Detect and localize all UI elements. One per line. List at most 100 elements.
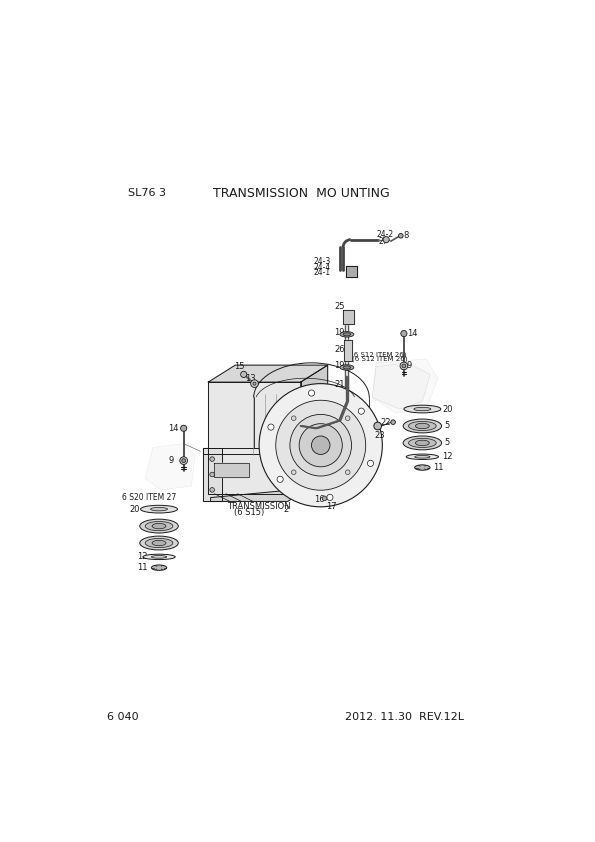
Polygon shape: [208, 365, 328, 382]
Text: 16: 16: [315, 495, 325, 504]
Ellipse shape: [415, 465, 430, 470]
Ellipse shape: [414, 408, 431, 411]
Text: 25: 25: [334, 302, 345, 312]
Text: 19: 19: [334, 361, 345, 370]
Ellipse shape: [151, 565, 167, 570]
Polygon shape: [145, 444, 195, 490]
Text: 11: 11: [137, 563, 148, 573]
Text: 24-1: 24-1: [313, 269, 330, 277]
Circle shape: [401, 331, 407, 337]
Ellipse shape: [343, 366, 350, 369]
Circle shape: [210, 456, 214, 461]
Circle shape: [327, 494, 333, 500]
Text: 13: 13: [245, 374, 256, 383]
Circle shape: [290, 414, 352, 476]
Circle shape: [374, 422, 381, 429]
Ellipse shape: [404, 405, 441, 413]
Text: 6 S20 ITEM 27: 6 S20 ITEM 27: [122, 493, 176, 502]
Ellipse shape: [403, 419, 441, 433]
Circle shape: [250, 380, 258, 387]
Circle shape: [253, 382, 256, 385]
Ellipse shape: [152, 541, 166, 546]
Text: 23: 23: [375, 431, 385, 440]
Circle shape: [346, 470, 350, 475]
Text: 5: 5: [142, 539, 148, 547]
Circle shape: [292, 470, 296, 475]
Circle shape: [268, 424, 274, 430]
Circle shape: [181, 425, 187, 431]
Circle shape: [368, 461, 374, 466]
Text: 9: 9: [168, 456, 174, 465]
Ellipse shape: [409, 421, 436, 430]
Text: 11: 11: [433, 463, 444, 472]
Text: 20: 20: [130, 504, 140, 514]
Text: 5: 5: [142, 521, 148, 530]
Polygon shape: [211, 489, 300, 502]
Text: 5: 5: [444, 439, 449, 447]
Text: 27: 27: [378, 237, 388, 247]
Circle shape: [358, 408, 364, 414]
Ellipse shape: [140, 505, 177, 513]
Ellipse shape: [140, 536, 178, 550]
Text: 2: 2: [284, 504, 289, 514]
Text: 14: 14: [168, 424, 178, 433]
Text: SL76 3: SL76 3: [129, 189, 166, 199]
Polygon shape: [343, 311, 354, 324]
Polygon shape: [372, 363, 430, 409]
Circle shape: [383, 237, 389, 242]
Text: 17: 17: [326, 503, 337, 511]
Polygon shape: [344, 339, 352, 361]
Ellipse shape: [145, 538, 173, 547]
Ellipse shape: [409, 439, 436, 448]
Text: (6 S12 ITEM 26): (6 S12 ITEM 26): [350, 352, 406, 359]
Text: 14: 14: [407, 329, 418, 338]
Circle shape: [402, 364, 406, 368]
Ellipse shape: [406, 454, 439, 460]
Circle shape: [308, 390, 315, 396]
Circle shape: [181, 459, 186, 462]
Ellipse shape: [145, 521, 173, 530]
Text: 2012. 11.30  REV.12L: 2012. 11.30 REV.12L: [345, 712, 464, 722]
Text: (6 S12 ITEM 26): (6 S12 ITEM 26): [352, 355, 407, 362]
Circle shape: [346, 416, 350, 420]
Ellipse shape: [151, 556, 167, 558]
Ellipse shape: [143, 554, 175, 560]
Text: 21: 21: [334, 380, 345, 389]
Ellipse shape: [152, 524, 166, 529]
Polygon shape: [346, 266, 357, 277]
Ellipse shape: [415, 424, 430, 429]
Text: 19: 19: [334, 328, 345, 337]
Polygon shape: [300, 365, 328, 493]
Ellipse shape: [340, 332, 354, 337]
Polygon shape: [208, 382, 300, 493]
Text: 20: 20: [442, 404, 453, 413]
Circle shape: [240, 371, 247, 377]
Text: (6 S15): (6 S15): [234, 509, 264, 518]
Circle shape: [399, 233, 403, 238]
Text: 15: 15: [234, 362, 244, 371]
Text: TRANSMISSION: TRANSMISSION: [227, 503, 290, 511]
Circle shape: [180, 456, 187, 465]
Text: TRANSMISSION  MO UNTING: TRANSMISSION MO UNTING: [213, 187, 390, 200]
Circle shape: [259, 384, 383, 507]
Text: 12: 12: [441, 452, 452, 461]
Circle shape: [292, 416, 296, 420]
Ellipse shape: [140, 520, 178, 533]
Circle shape: [210, 488, 214, 493]
Text: 24-2: 24-2: [377, 230, 394, 239]
Circle shape: [210, 472, 214, 477]
Ellipse shape: [415, 440, 430, 445]
Text: 6 040: 6 040: [107, 712, 138, 722]
Ellipse shape: [415, 456, 430, 458]
Polygon shape: [214, 463, 249, 477]
Text: 22: 22: [381, 418, 392, 428]
Text: 5: 5: [444, 422, 449, 430]
Polygon shape: [372, 359, 438, 413]
Ellipse shape: [343, 333, 350, 336]
Circle shape: [391, 420, 396, 424]
Text: 8: 8: [403, 232, 409, 240]
Circle shape: [322, 496, 327, 501]
Text: 24-3: 24-3: [313, 258, 330, 266]
Text: 24-4: 24-4: [313, 263, 330, 272]
Polygon shape: [203, 448, 303, 454]
